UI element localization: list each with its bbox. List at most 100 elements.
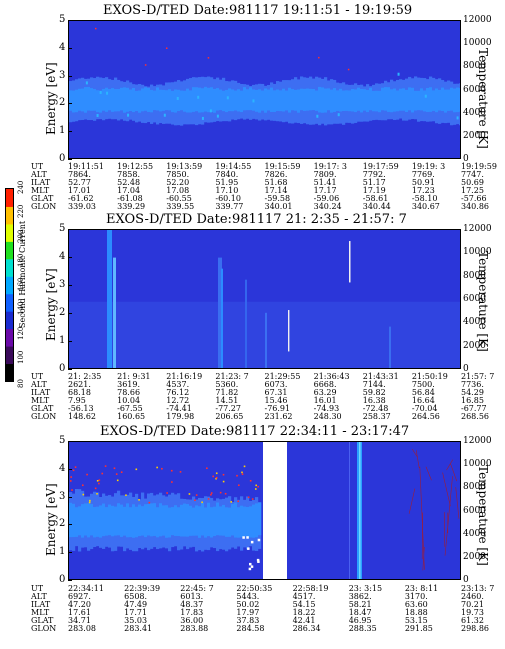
colorbar-segment bbox=[6, 223, 13, 242]
table-cell: 17.08 bbox=[166, 186, 190, 195]
table-cell: 51.17 bbox=[362, 178, 386, 187]
table-cell: 17.83 bbox=[180, 608, 204, 617]
table-cell: 21: 9:31 bbox=[117, 372, 151, 381]
table-cell: 22:58:19 bbox=[292, 584, 329, 593]
band-core bbox=[231, 503, 235, 536]
band-core bbox=[171, 90, 175, 113]
band-core bbox=[192, 507, 196, 536]
noise-dot bbox=[238, 484, 240, 487]
band-core bbox=[291, 89, 295, 111]
band-core bbox=[366, 90, 370, 113]
band-core bbox=[303, 88, 307, 111]
table-cell: 291.85 bbox=[404, 624, 433, 633]
band-speck bbox=[424, 94, 427, 98]
noise-dot bbox=[255, 484, 258, 487]
table-cell: 36.00 bbox=[180, 616, 204, 625]
table-cell: 19:17: 3 bbox=[313, 162, 348, 171]
noise-dot bbox=[194, 499, 196, 502]
band-core bbox=[78, 88, 82, 111]
table-cell: 298.86 bbox=[461, 624, 489, 633]
band-core bbox=[108, 89, 112, 111]
colorbar-gradient bbox=[6, 189, 13, 381]
noise-dot bbox=[72, 469, 75, 472]
band-core bbox=[165, 90, 169, 111]
table-cell: 71.82 bbox=[215, 388, 239, 397]
table-cell: 61.32 bbox=[461, 616, 484, 625]
white-streak bbox=[288, 310, 290, 352]
band-core bbox=[183, 503, 187, 537]
band-speck bbox=[316, 114, 319, 118]
table-row-label: ILAT bbox=[31, 388, 51, 397]
band-speck bbox=[226, 96, 229, 100]
band-core bbox=[372, 90, 376, 112]
table-cell: 2460. bbox=[461, 592, 484, 601]
band-core bbox=[423, 90, 427, 112]
noise-dot bbox=[116, 479, 119, 482]
noise-line bbox=[442, 472, 451, 507]
band-core bbox=[237, 507, 241, 538]
table-cell: 248.30 bbox=[313, 412, 342, 421]
table-row-label: GLON bbox=[31, 624, 57, 633]
white-patch bbox=[250, 565, 254, 568]
noise-dot bbox=[249, 479, 252, 482]
band-core bbox=[282, 88, 286, 112]
table-cell: 34.71 bbox=[68, 616, 91, 625]
table-cell: 17.01 bbox=[68, 186, 91, 195]
band-core bbox=[255, 503, 259, 538]
table-cell: -61.62 bbox=[68, 194, 94, 203]
table-cell: 21:16:19 bbox=[166, 372, 203, 381]
noise-line bbox=[444, 476, 453, 556]
noise-dot bbox=[207, 57, 210, 59]
colorbar-segment bbox=[6, 189, 13, 207]
band-core bbox=[210, 507, 214, 538]
band-core bbox=[378, 90, 382, 113]
noise-dot bbox=[98, 479, 101, 481]
table-cell: 148.62 bbox=[68, 412, 96, 421]
table-cell: 51.95 bbox=[215, 178, 239, 187]
noise-line bbox=[408, 488, 416, 514]
table-cell: -74.41 bbox=[166, 404, 192, 413]
table-cell: 16.64 bbox=[411, 396, 435, 405]
table-cell: 52.77 bbox=[68, 178, 91, 187]
band-core bbox=[243, 506, 247, 537]
band-core bbox=[204, 507, 208, 538]
band-core bbox=[339, 88, 343, 112]
y-tick-mark bbox=[68, 313, 72, 314]
table-cell: 6668. bbox=[313, 380, 337, 389]
band-core bbox=[240, 505, 244, 538]
table-cell: 160.65 bbox=[117, 412, 146, 421]
table-cell: 10.04 bbox=[117, 396, 141, 405]
y-right-tick-label: 2000 bbox=[463, 551, 486, 562]
table-cell: 19:11:51 bbox=[68, 162, 104, 171]
band-core bbox=[129, 89, 133, 112]
table-cell: 4537. bbox=[166, 380, 190, 389]
table-cell: 22:45: 7 bbox=[180, 584, 214, 593]
table-row-label: ALT bbox=[31, 592, 47, 601]
band-core bbox=[81, 504, 85, 538]
table-cell: 5360. bbox=[215, 380, 239, 389]
table-cell: 58.21 bbox=[348, 600, 372, 609]
table-cell: -60.55 bbox=[166, 194, 192, 203]
band-core bbox=[315, 90, 319, 111]
table-cell: 21:29:55 bbox=[264, 372, 301, 381]
vertical-streak bbox=[221, 268, 223, 368]
colorbar-tick-label: 120 bbox=[17, 326, 25, 340]
noise-dot bbox=[86, 473, 88, 476]
band-core bbox=[222, 504, 226, 536]
colorbar-tick-label: 220 bbox=[17, 204, 25, 219]
noise-dot bbox=[104, 465, 107, 467]
vertical-streak bbox=[349, 442, 350, 579]
band-core bbox=[219, 506, 223, 536]
band-core bbox=[207, 502, 211, 537]
noise-dot bbox=[210, 492, 213, 494]
noise-dot bbox=[201, 501, 203, 504]
table-row-label: ILAT bbox=[31, 178, 51, 187]
table-row-label: ALT bbox=[31, 380, 47, 389]
table-cell: 78.66 bbox=[117, 388, 141, 397]
band-core bbox=[195, 87, 199, 112]
table-cell: 21: 2:35 bbox=[68, 372, 102, 381]
band-core bbox=[459, 88, 460, 112]
band-core bbox=[432, 90, 436, 111]
band-core bbox=[324, 88, 328, 113]
band-core bbox=[135, 90, 139, 112]
